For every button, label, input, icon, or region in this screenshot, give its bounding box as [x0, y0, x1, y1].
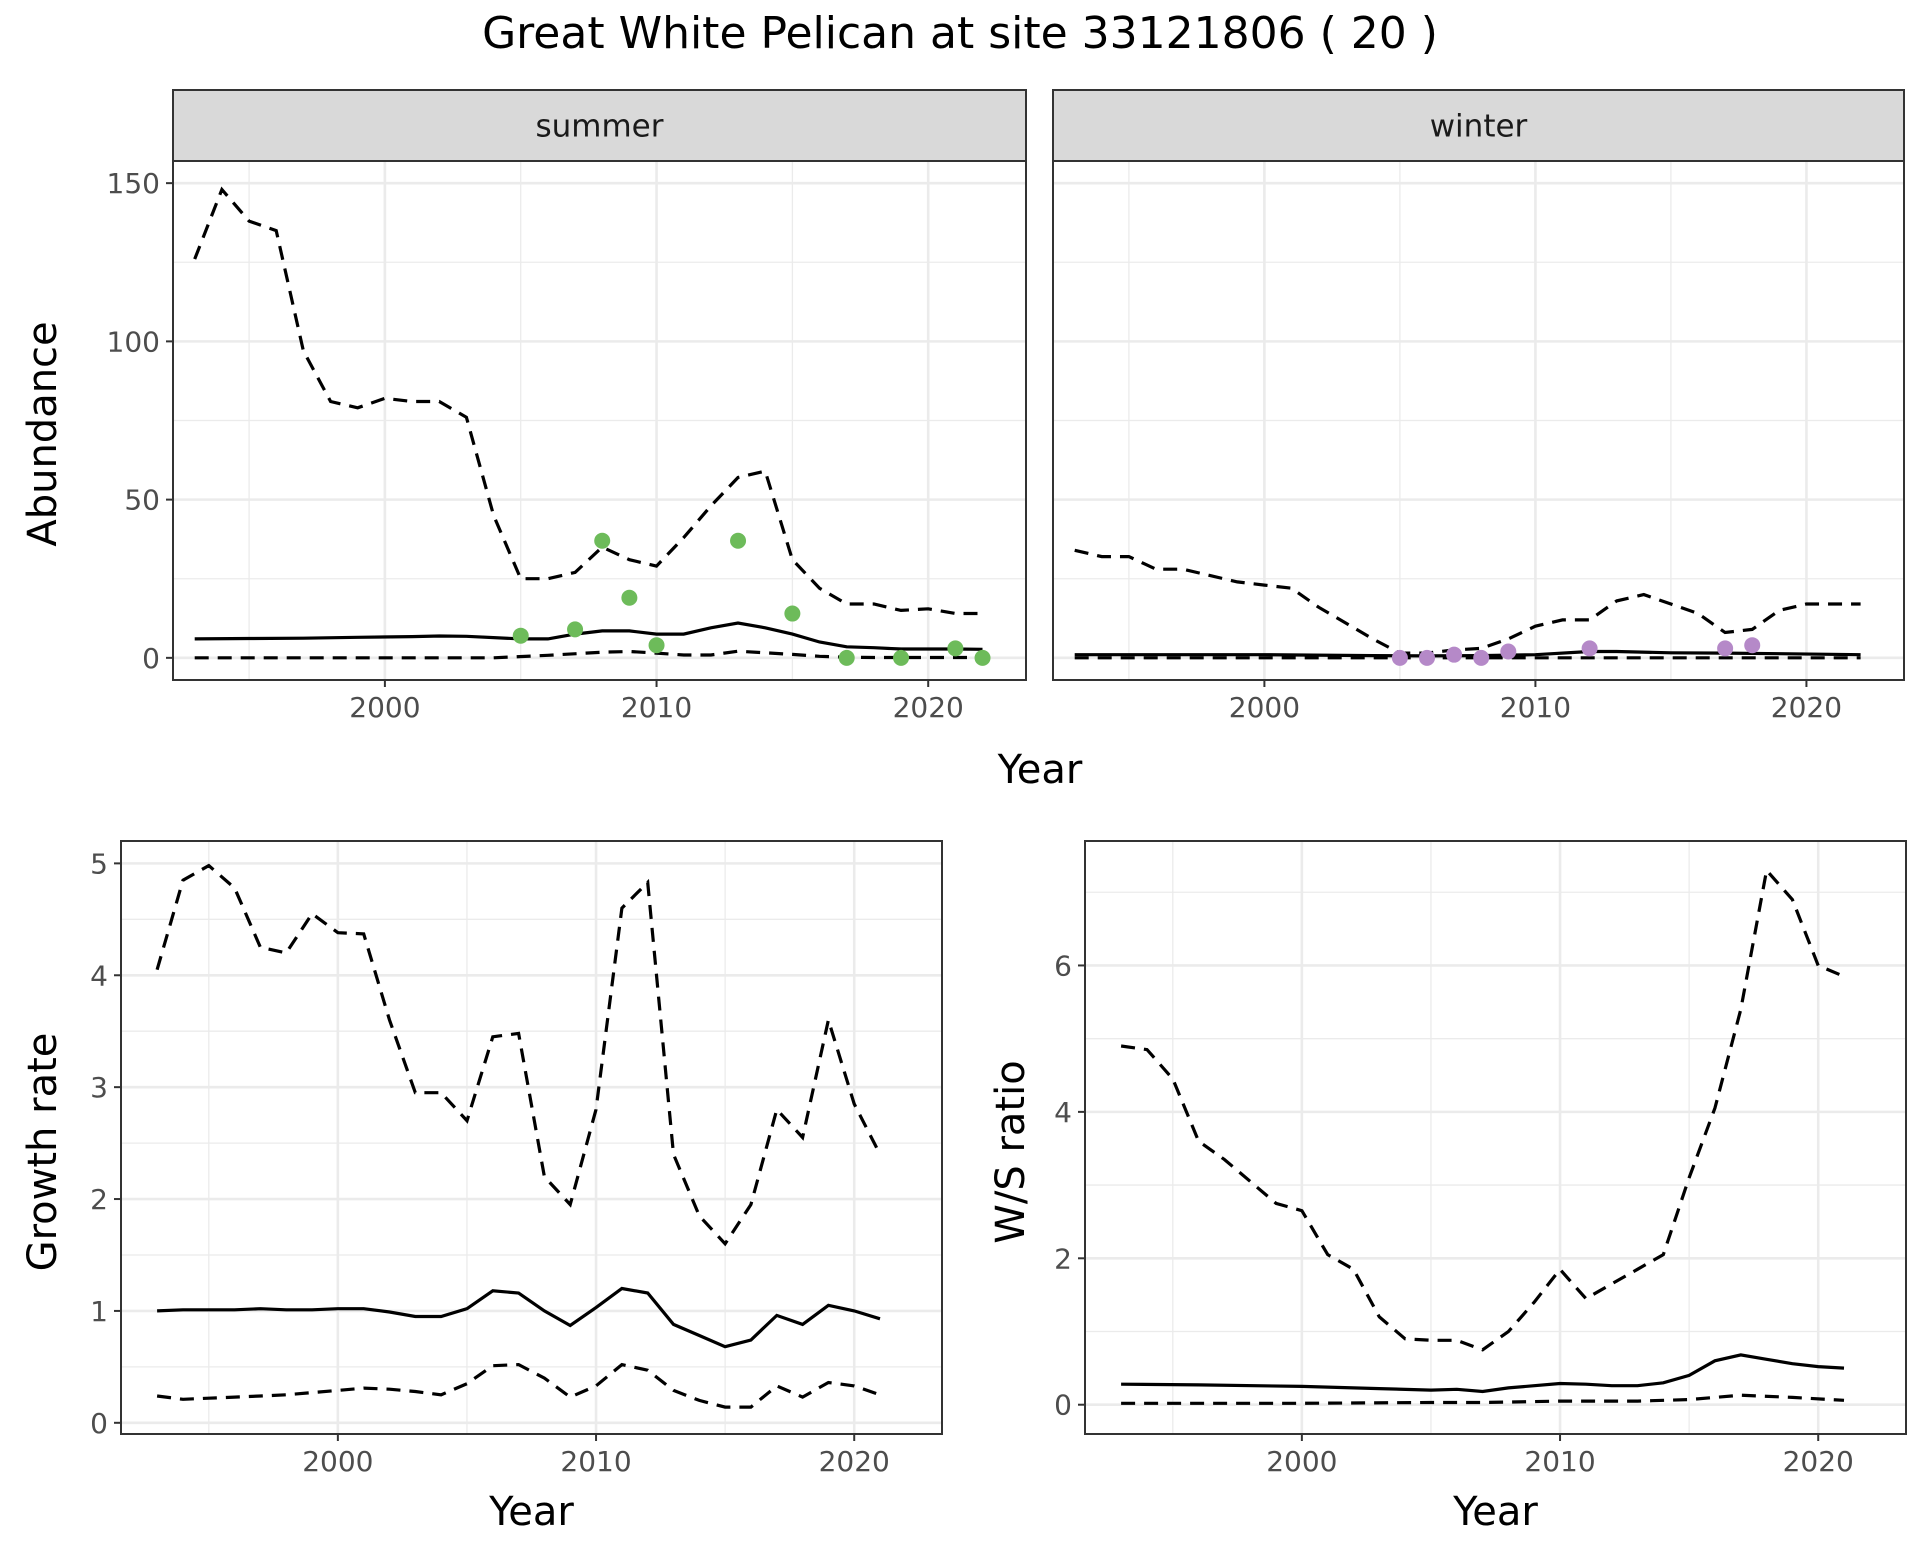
facet-strip-label: summer: [535, 109, 663, 145]
data-point-summer: [974, 649, 991, 666]
series-line-dashed: [1121, 1393, 1845, 1405]
series-line-solid: [157, 1286, 881, 1349]
x-tick-label: 2000: [302, 1445, 373, 1478]
y-tick-label: 2: [1054, 1242, 1072, 1275]
data-point-summer: [567, 621, 584, 638]
facet-strip: [1052, 89, 1905, 162]
x-axis-title: Year: [488, 1489, 574, 1535]
data-point-winter: [1500, 643, 1517, 660]
data-point-summer: [730, 532, 747, 549]
y-tick-label: 100: [107, 325, 160, 358]
y-tick-label: 0: [142, 642, 160, 675]
series-line-dashed: [155, 863, 882, 1247]
panel-growth: 2000 2010 2020 0 1 2 3 4 5 Growth rate Year: [20, 840, 943, 1535]
x-tick-label: 2000: [1266, 1445, 1337, 1478]
data-point-summer: [893, 649, 910, 666]
x-axis-title-shared: Year: [997, 747, 1083, 793]
series-line-dashed: [1120, 866, 1845, 1352]
x-tick-label: 2020: [1771, 691, 1842, 724]
facet-strip: [172, 89, 1027, 162]
y-axis-title: Growth rate: [20, 1033, 66, 1272]
x-tick-label: 2010: [1500, 691, 1571, 724]
y-tick-label: 50: [124, 484, 160, 517]
panel-border: [120, 840, 943, 1435]
y-tick-label: 0: [90, 1407, 108, 1440]
data-point-winter: [1391, 649, 1408, 666]
data-point-summer: [594, 532, 611, 549]
facet-strip-label: winter: [1430, 109, 1528, 145]
y-tick-label: 4: [90, 959, 108, 992]
panel-summer: summer 2000 2010 2020 0 50 100 150 Abundance: [20, 89, 1027, 724]
y-axis-title: Abundance: [20, 321, 66, 546]
x-tick-label: 2010: [560, 1445, 631, 1478]
series-line-solid: [1074, 649, 1861, 658]
series-line-solid: [194, 621, 983, 651]
y-tick-label: 0: [1054, 1389, 1072, 1422]
series-line-dashed: [156, 1362, 881, 1409]
x-tick-label: 2000: [349, 691, 420, 724]
data-point-winter: [1473, 649, 1490, 666]
page-title: Great White Pelican at site 33121806 ( 2…: [482, 8, 1438, 59]
x-tick-label: 2020: [819, 1445, 890, 1478]
x-tick-label: 2010: [621, 691, 692, 724]
y-tick-label: 2: [90, 1183, 108, 1216]
data-point-summer: [838, 649, 855, 666]
y-tick-label: 150: [107, 167, 160, 200]
data-point-summer: [621, 589, 638, 606]
data-point-summer: [784, 605, 801, 622]
y-tick-label: 3: [90, 1071, 108, 1104]
series-line-dashed: [1074, 548, 1861, 655]
data-point-winter: [1744, 637, 1761, 654]
x-tick-label: 2020: [893, 691, 964, 724]
y-tick-label: 4: [1054, 1096, 1072, 1129]
x-axis-title: Year: [1452, 1489, 1538, 1535]
data-point-winter: [1581, 640, 1598, 657]
y-tick-label: 5: [90, 847, 108, 880]
panel-border: [1084, 840, 1907, 1435]
x-tick-label: 2000: [1229, 691, 1300, 724]
panel-ratio: 2000 2010 2020 0 2 4 6 W/S ratio Year: [988, 840, 1907, 1535]
data-point-winter: [1717, 640, 1734, 657]
y-axis-title: W/S ratio: [988, 1060, 1034, 1243]
data-point-winter: [1446, 646, 1463, 663]
data-point-winter: [1419, 649, 1436, 666]
y-tick-label: 6: [1054, 949, 1072, 982]
panel-winter: winter 2000 2010 2020: [1052, 89, 1905, 724]
x-tick-label: 2010: [1524, 1445, 1595, 1478]
data-point-summer: [947, 640, 964, 657]
x-tick-label: 2020: [1783, 1445, 1854, 1478]
series-line-dashed: [193, 186, 983, 616]
series-line-solid: [1121, 1353, 1845, 1394]
data-point-summer: [648, 637, 665, 654]
data-point-summer: [512, 627, 529, 644]
series-line-dashed: [194, 649, 983, 660]
y-tick-label: 1: [90, 1295, 108, 1328]
